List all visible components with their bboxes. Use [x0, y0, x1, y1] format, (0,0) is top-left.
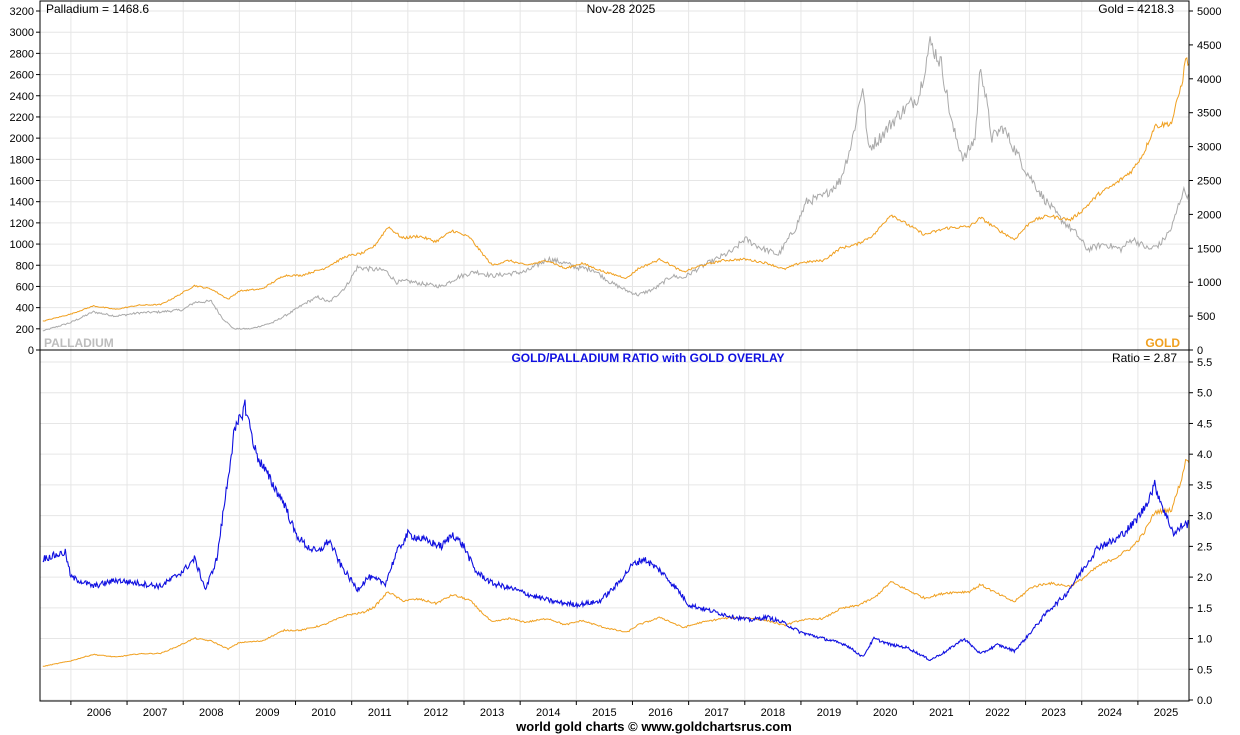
ratio-tick-label: 3.5: [1197, 480, 1212, 492]
gold-tick-label: 1500: [1197, 243, 1221, 255]
ratio-tick-label: 3.0: [1197, 511, 1212, 523]
year-tick-label: 2014: [536, 707, 560, 719]
ratio-tick-label: 5.5: [1197, 357, 1212, 369]
gold-tick-label: 2000: [1197, 209, 1221, 221]
year-tick-label: 2021: [929, 707, 953, 719]
lower-plot-frame: [39, 349, 1190, 702]
year-tick-label: 2025: [1154, 707, 1178, 719]
lower-panel: 0.0 0.5 1.0 1.5 2.0 2.5 3.0 3.5 4.0 4.5 5.0 5.5 GOL…: [39, 349, 1212, 707]
gold-tick-label: 1000: [1197, 277, 1221, 289]
palladium-tick-label: 400: [16, 303, 34, 315]
year-tick-label: 2012: [424, 707, 448, 719]
gold-line: [42, 56, 1190, 322]
year-tick-label: 2023: [1041, 707, 1065, 719]
gold-axis-ticks: 0 500 1000 1500 2000 2500 3000 3500 4000 4500 5000: [1189, 6, 1221, 357]
palladium-readout: Palladium = 1468.6: [46, 2, 149, 16]
lower-series: [42, 399, 1190, 667]
palladium-tick-label: 1400: [10, 197, 34, 209]
palladium-tick-label: 2400: [10, 91, 34, 103]
ratio-chart-title: GOLD/PALLADIUM RATIO with GOLD OVERLAY: [511, 351, 784, 365]
year-tick-label: 2022: [985, 707, 1009, 719]
ratio-axis-ticks: 0.0 0.5 1.0 1.5 2.0 2.5 3.0 3.5 4.0 4.5 5.0 5.5: [1189, 357, 1212, 707]
legend-gold: GOLD: [1145, 336, 1180, 350]
ratio-tick-label: 0.0: [1197, 695, 1212, 707]
palladium-tick-label: 2600: [10, 70, 34, 82]
upper-series: [42, 36, 1190, 332]
footer-credit: world gold charts © www.goldchartsrus.co…: [515, 719, 792, 734]
year-tick-label: 2015: [592, 707, 616, 719]
lower-grid: [40, 350, 1189, 701]
palladium-tick-label: 3200: [10, 6, 34, 18]
palladium-tick-label: 600: [16, 281, 34, 293]
year-tick-label: 2010: [311, 707, 335, 719]
palladium-tick-label: 2000: [10, 133, 34, 145]
gold-tick-label: 4000: [1197, 74, 1221, 86]
year-tick-label: 2018: [761, 707, 785, 719]
gold-tick-label: 500: [1197, 311, 1215, 323]
year-tick-label: 2019: [817, 707, 841, 719]
ratio-readout: Ratio = 2.87: [1112, 351, 1177, 365]
palladium-axis-ticks: 0 200 400 600 800 1000 1200 1400 1600 1800 2000 220…: [10, 6, 40, 357]
year-tick-label: 2020: [873, 707, 897, 719]
palladium-tick-label: 2800: [10, 48, 34, 60]
upper-grid: [40, 1, 1189, 351]
palladium-tick-label: 0: [28, 345, 34, 357]
gold-tick-label: 3500: [1197, 108, 1221, 120]
year-tick-label: 2007: [143, 707, 167, 719]
ratio-tick-label: 4.5: [1197, 418, 1212, 430]
gold-tick-label: 3000: [1197, 142, 1221, 154]
ratio-tick-label: 2.0: [1197, 572, 1212, 584]
ratio-tick-label: 0.5: [1197, 664, 1212, 676]
legend-palladium: PALLADIUM: [44, 336, 114, 350]
ratio-tick-label: 5.0: [1197, 388, 1212, 400]
palladium-tick-label: 1800: [10, 154, 34, 166]
gold-tick-label: 5000: [1197, 6, 1221, 18]
palladium-tick-label: 1600: [10, 176, 34, 188]
gold-overlay-line: [42, 458, 1190, 667]
year-axis-ticks: 2006 2007 2008 2009 2010 2011 2012 2013 2014 2015…: [70, 701, 1178, 719]
palladium-tick-label: 800: [16, 260, 34, 272]
ratio-line: [42, 399, 1190, 662]
upper-panel: 0 200 400 600 800 1000 1200 1400 1600 1800 2000 220…: [10, 0, 1221, 357]
year-tick-label: 2011: [368, 707, 392, 719]
palladium-tick-label: 2200: [10, 112, 34, 124]
palladium-tick-label: 3000: [10, 27, 34, 39]
ratio-tick-label: 2.5: [1197, 541, 1212, 553]
year-tick-label: 2006: [87, 707, 111, 719]
palladium-tick-label: 200: [16, 324, 34, 336]
year-tick-label: 2016: [648, 707, 672, 719]
ratio-tick-label: 1.0: [1197, 634, 1212, 646]
gold-tick-label: 0: [1197, 345, 1203, 357]
year-tick-label: 2024: [1098, 707, 1122, 719]
palladium-tick-label: 1000: [10, 239, 34, 251]
year-tick-label: 2009: [255, 707, 279, 719]
year-tick-label: 2017: [704, 707, 728, 719]
palladium-tick-label: 1200: [10, 218, 34, 230]
gold-tick-label: 2500: [1197, 176, 1221, 188]
palladium-line: [42, 36, 1189, 332]
chart-date: Nov-28 2025: [587, 2, 656, 16]
gold-tick-label: 4500: [1197, 40, 1221, 52]
ratio-tick-label: 1.5: [1197, 603, 1212, 615]
gold-readout: Gold = 4218.3: [1098, 2, 1174, 16]
year-tick-label: 2008: [199, 707, 223, 719]
ratio-tick-label: 4.0: [1197, 449, 1212, 461]
year-tick-label: 2013: [480, 707, 504, 719]
